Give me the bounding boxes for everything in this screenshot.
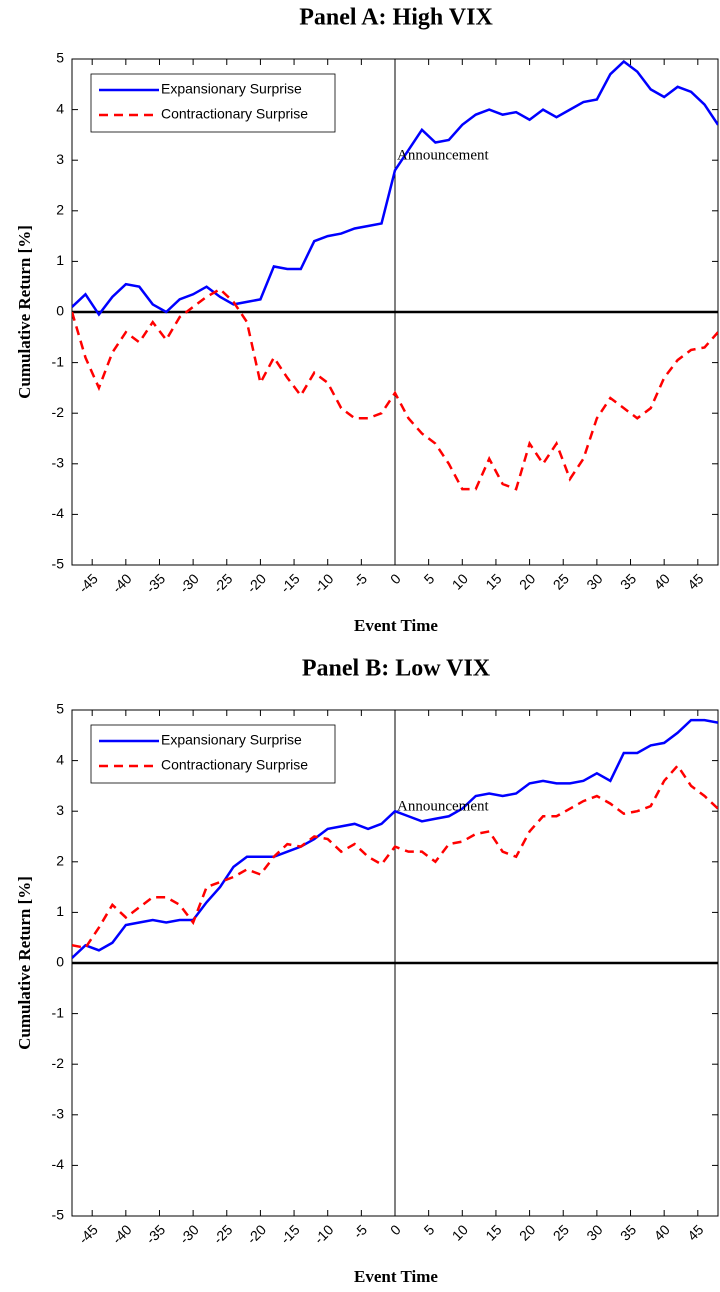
y-axis-label: Cumulative Return [%] — [15, 876, 34, 1050]
x-tick-label: 40 — [651, 570, 673, 592]
x-tick-label: 15 — [482, 570, 504, 592]
series-line — [72, 718, 718, 959]
x-tick-label: -45 — [75, 1221, 101, 1247]
y-tick-label: -1 — [52, 353, 65, 369]
y-tick-label: 3 — [56, 151, 64, 167]
x-tick-label: 45 — [684, 570, 706, 592]
x-tick-label: 35 — [617, 570, 639, 592]
x-tick-label: 30 — [583, 570, 605, 592]
x-tick-label: -45 — [75, 570, 101, 596]
legend-label: Contractionary Surprise — [161, 106, 308, 122]
x-tick-label: -30 — [176, 1221, 202, 1247]
y-tick-label: -1 — [52, 1004, 65, 1020]
x-tick-label: -30 — [176, 570, 202, 596]
y-tick-label: 5 — [56, 50, 64, 66]
panel: Panel A: High VIX Event Time Cumulative Re… — [15, 5, 719, 635]
x-tick-label: 5 — [421, 570, 438, 587]
legend-label: Expansionary Surprise — [161, 81, 302, 97]
y-tick-label: -4 — [52, 1156, 65, 1172]
y-tick-label: 2 — [56, 202, 64, 218]
x-tick-label: 15 — [482, 1221, 504, 1243]
y-tick-label: 4 — [56, 100, 64, 116]
y-tick-label: -3 — [52, 455, 65, 471]
x-tick-label: 20 — [516, 570, 538, 592]
x-tick-label: 10 — [449, 1221, 471, 1243]
series-line — [72, 763, 718, 950]
x-tick-label: 10 — [449, 570, 471, 592]
x-tick-label: 40 — [651, 1221, 673, 1243]
x-tick-label: -35 — [143, 570, 169, 596]
y-tick-label: -2 — [52, 404, 65, 420]
x-tick-label: -10 — [311, 1221, 337, 1247]
y-tick-label: -4 — [52, 505, 65, 521]
y-tick-label: -3 — [52, 1106, 65, 1122]
x-tick-label: 25 — [550, 1221, 572, 1243]
y-tick-label: 1 — [56, 252, 64, 268]
x-tick-label: 30 — [583, 1221, 605, 1243]
x-tick-label: -40 — [109, 570, 135, 596]
x-tick-label: -5 — [350, 1221, 370, 1241]
y-tick-label: 3 — [56, 802, 64, 818]
y-tick-label: 4 — [56, 751, 64, 767]
x-tick-label: -10 — [311, 570, 337, 596]
x-axis-label: Event Time — [354, 1267, 438, 1286]
y-tick-label: 5 — [56, 701, 64, 717]
y-tick-label: -5 — [52, 556, 65, 572]
chart-title: Panel B: Low VIX — [302, 656, 491, 682]
legend-label: Contractionary Surprise — [161, 757, 308, 773]
x-tick-label: 0 — [387, 570, 404, 587]
legend-label: Expansionary Surprise — [161, 732, 302, 748]
y-tick-label: 0 — [56, 954, 64, 970]
x-tick-label: 0 — [387, 1221, 404, 1238]
y-tick-label: -2 — [52, 1055, 65, 1071]
panel: Panel B: Low VIX Event Time Cumulative Ret… — [15, 656, 719, 1286]
x-tick-label: -20 — [244, 570, 270, 596]
series-line — [72, 59, 718, 317]
legend-box — [90, 724, 336, 784]
x-tick-label: -20 — [244, 1221, 270, 1247]
x-tick-label: 5 — [421, 1221, 438, 1238]
y-tick-label: 1 — [56, 903, 64, 919]
y-tick-label: 0 — [56, 303, 64, 319]
x-tick-label: -40 — [109, 1221, 135, 1247]
x-tick-label: 35 — [617, 1221, 639, 1243]
y-tick-label: 2 — [56, 853, 64, 869]
x-tick-label: 20 — [516, 1221, 538, 1243]
x-tick-label: -35 — [143, 1221, 169, 1247]
annotation: Announcement — [397, 148, 489, 164]
x-tick-label: -25 — [210, 1221, 236, 1247]
x-tick-label: 45 — [684, 1221, 706, 1243]
legend-box — [90, 73, 336, 133]
x-tick-label: -15 — [277, 1221, 303, 1247]
x-axis-label: Event Time — [354, 616, 438, 635]
x-tick-label: -25 — [210, 570, 236, 596]
chart-title: Panel A: High VIX — [299, 5, 493, 31]
x-tick-label: 25 — [550, 570, 572, 592]
x-tick-label: -15 — [277, 570, 303, 596]
annotation: Announcement — [397, 799, 489, 815]
y-axis-label: Cumulative Return [%] — [15, 225, 34, 399]
y-tick-label: -5 — [52, 1207, 65, 1223]
series-line — [72, 287, 718, 491]
x-tick-label: -5 — [350, 570, 370, 590]
